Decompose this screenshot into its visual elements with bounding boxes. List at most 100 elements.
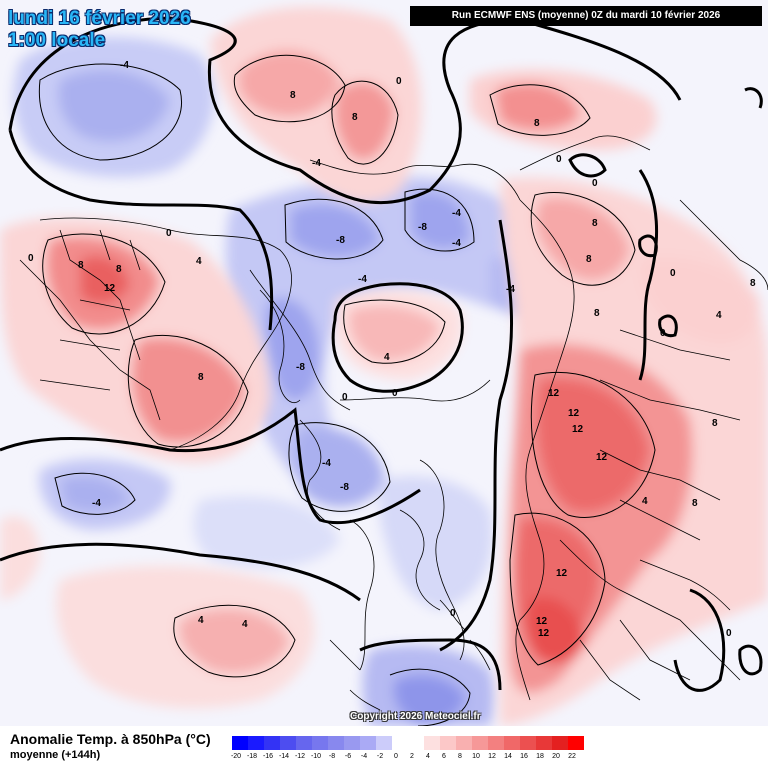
warm-anomaly-areas xyxy=(0,6,768,726)
legend-swatch xyxy=(248,736,264,750)
contour-label: 8 xyxy=(750,278,756,289)
contour-label: 0 xyxy=(592,178,598,189)
legend-tick: -10 xyxy=(310,753,322,760)
contour-label: -4 xyxy=(120,60,129,71)
legend-tick: 14 xyxy=(504,753,512,760)
contour-label: 12 xyxy=(536,616,548,627)
legend-tick: -8 xyxy=(328,753,336,760)
legend-swatch xyxy=(568,736,584,750)
legend-swatch xyxy=(296,736,312,750)
legend-swatch xyxy=(536,736,552,750)
legend-tick: 12 xyxy=(488,753,496,760)
contour-label: 8 xyxy=(592,218,598,229)
legend-tick: -6 xyxy=(344,753,352,760)
contour-label: -4 xyxy=(506,284,515,295)
legend-swatch xyxy=(552,736,568,750)
legend-swatch xyxy=(456,736,472,750)
contour-label: 4 xyxy=(384,352,390,363)
contour-label: 12 xyxy=(568,408,580,419)
forecast-date-line: lundi 16 février 2026 xyxy=(8,8,191,29)
contour-label: -4 xyxy=(92,498,101,509)
contour-label: -8 xyxy=(296,362,305,373)
copyright-label: Copyright 2026 Meteociel.fr xyxy=(350,711,481,722)
legend-footer: Anomalie Temp. à 850hPa (°C) moyenne (+1… xyxy=(0,726,768,768)
color-scale xyxy=(232,736,584,750)
legend-swatch xyxy=(328,736,344,750)
contour-label: 8 xyxy=(78,260,84,271)
contour-label: -4 xyxy=(358,274,367,285)
contour-label: 12 xyxy=(538,628,550,639)
contour-label: 12 xyxy=(556,568,568,579)
contour-label: 0 xyxy=(342,392,348,403)
coastlines xyxy=(19,135,768,711)
legend-swatch xyxy=(264,736,280,750)
zero-isolines xyxy=(0,16,763,692)
contour-labels: -4 -4 -8 -8 -4 -4 -4 -8 -4 -8 -4 -4 0 0 … xyxy=(28,60,756,639)
variable-title: Anomalie Temp. à 850hPa (°C) xyxy=(10,731,211,747)
legend-tick: 6 xyxy=(442,753,446,760)
contour-label: -4 xyxy=(322,458,331,469)
legend-swatch xyxy=(504,736,520,750)
legend-tick: 0 xyxy=(394,753,398,760)
legend-swatch xyxy=(280,736,296,750)
contour-label: -8 xyxy=(418,222,427,233)
contour-label: 0 xyxy=(670,268,676,279)
contour-label: 0 xyxy=(396,76,402,87)
contour-label: 4 xyxy=(716,310,722,321)
legend-tick: 22 xyxy=(568,753,576,760)
legend-swatch xyxy=(520,736,536,750)
legend-tick: -2 xyxy=(376,753,384,760)
legend-swatch xyxy=(344,736,360,750)
legend-swatch xyxy=(440,736,456,750)
contour-label: 12 xyxy=(104,283,116,294)
legend-swatch xyxy=(392,736,408,750)
contour-label: 8 xyxy=(534,118,540,129)
legend-tick: -18 xyxy=(246,753,258,760)
color-scale-ticks: -20 -18 -16 -14 -12 -10 -8 -6 -4 -2 0 2 4 6 8 10 12 14 16 1… xyxy=(231,753,584,760)
contour-label: 8 xyxy=(116,264,122,275)
contour-label: 8 xyxy=(692,498,698,509)
contour-label: 0 xyxy=(166,228,172,239)
contour-label: 8 xyxy=(352,112,358,123)
anomaly-isolines xyxy=(38,54,656,726)
legend-tick: 20 xyxy=(552,753,560,760)
legend-swatch xyxy=(376,736,392,750)
legend-tick: 2 xyxy=(410,753,414,760)
legend-swatch xyxy=(360,736,376,750)
legend-swatch xyxy=(408,736,424,750)
contour-label: 8 xyxy=(594,308,600,319)
contour-label: 8 xyxy=(198,372,204,383)
contour-label: 8 xyxy=(290,90,296,101)
contour-label: 12 xyxy=(572,424,584,435)
variable-subtitle: moyenne (+144h) xyxy=(10,749,101,761)
legend-tick: -4 xyxy=(360,753,368,760)
contour-label: -8 xyxy=(340,482,349,493)
legend-swatch xyxy=(424,736,440,750)
contour-label: 0 xyxy=(28,253,34,264)
legend-tick: -16 xyxy=(262,753,274,760)
contour-label: 8 xyxy=(586,254,592,265)
contour-label: 4 xyxy=(196,256,202,267)
forecast-time-line: 1:00 locale xyxy=(8,30,106,51)
legend-tick: 8 xyxy=(458,753,462,760)
forecast-date: lundi 16 février 2026 1:00 locale xyxy=(8,8,191,52)
contour-label: 0 xyxy=(450,608,456,619)
contour-label: 4 xyxy=(198,615,204,626)
legend-tick: -12 xyxy=(294,753,306,760)
contour-label: 12 xyxy=(548,388,560,399)
contour-label: 0 xyxy=(660,328,666,339)
contour-label: 0 xyxy=(726,628,732,639)
contour-label: 0 xyxy=(556,154,562,165)
contour-label: 4 xyxy=(642,496,648,507)
legend-tick: 10 xyxy=(472,753,480,760)
contour-label: 12 xyxy=(596,452,608,463)
legend-tick: 16 xyxy=(520,753,528,760)
contour-label: 4 xyxy=(242,619,248,630)
contour-label: -4 xyxy=(312,158,321,169)
contour-label: -4 xyxy=(452,238,461,249)
legend-tick: 18 xyxy=(536,753,544,760)
legend-tick: 4 xyxy=(426,753,430,760)
temperature-anomaly-map: -4 -4 -8 -8 -4 -4 -4 -8 -4 -8 -4 -4 0 0 … xyxy=(0,0,768,726)
legend-swatch xyxy=(312,736,328,750)
